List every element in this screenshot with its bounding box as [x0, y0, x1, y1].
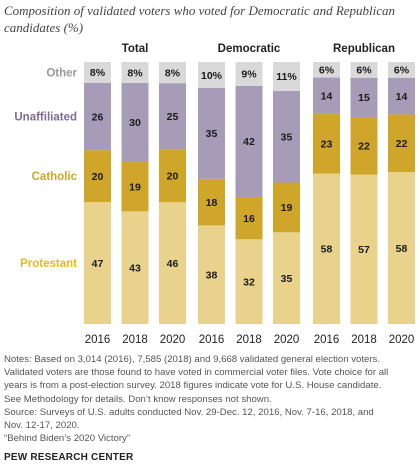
- value-label: 38: [206, 270, 218, 282]
- bar-segment-catholic: [159, 149, 186, 203]
- value-label: 15: [358, 92, 370, 104]
- bar-segment-unaffiliated: [198, 87, 225, 179]
- value-label: 20: [92, 171, 104, 183]
- x-tick-label: 2018: [236, 334, 262, 346]
- x-tick-label: 2016: [199, 334, 225, 346]
- x-tick-label: 2016: [314, 334, 340, 346]
- value-label: 57: [358, 244, 370, 256]
- x-tick-label: 2018: [122, 334, 148, 346]
- panel-heading-republican: Republican: [333, 43, 395, 55]
- value-label: 58: [396, 243, 408, 255]
- bar-segment-other: [313, 62, 340, 78]
- bar-segment-catholic: [121, 161, 149, 212]
- bar-segment-protestant: [313, 173, 340, 324]
- value-label: 25: [167, 111, 179, 123]
- value-label: 6%: [356, 65, 372, 77]
- value-label: 19: [281, 202, 293, 214]
- bar-segment-protestant: [235, 239, 263, 324]
- panel-heading-democratic: Democratic: [218, 43, 281, 55]
- x-tick-label: 2016: [85, 334, 111, 346]
- note-line: Source: Surveys of U.S. adults conducted…: [4, 406, 374, 418]
- bar-segment-protestant: [159, 202, 186, 324]
- panel-heading-total: Total: [122, 43, 149, 55]
- bar-segment-unaffiliated: [235, 85, 263, 197]
- value-label: 14: [396, 91, 408, 103]
- value-label: 22: [358, 141, 370, 153]
- bar-segment-protestant: [121, 211, 149, 324]
- bar-segment-protestant: [350, 174, 378, 324]
- value-label: 43: [129, 262, 141, 274]
- bar-segment-other: [84, 62, 111, 83]
- value-label: 46: [167, 258, 179, 270]
- bar-segment-other: [121, 62, 149, 83]
- legend-label-catholic: Catholic: [32, 171, 78, 183]
- bar-segment-unaffiliated: [121, 82, 149, 162]
- value-label: 6%: [319, 65, 335, 77]
- value-label: 35: [281, 273, 293, 285]
- source-label: PEW RESEARCH CENTER: [4, 452, 134, 463]
- legend-label-protestant: Protestant: [20, 258, 77, 270]
- value-label: 14: [321, 91, 333, 103]
- value-label: 58: [321, 244, 333, 256]
- x-tick-label: 2018: [351, 334, 377, 346]
- bar-segment-other: [198, 62, 225, 88]
- bar-segment-catholic: [198, 178, 225, 226]
- bar-segment-catholic: [350, 117, 378, 175]
- value-label: 18: [206, 197, 218, 209]
- bar-segment-unaffiliated: [313, 77, 340, 114]
- note-line: Notes: Based on 3,014 (2016), 7,585 (201…: [4, 354, 381, 365]
- bar-segment-unaffiliated: [350, 77, 378, 118]
- value-label: 26: [92, 111, 104, 123]
- bar-segment-catholic: [313, 113, 340, 174]
- bar-segment-catholic: [273, 182, 300, 233]
- bar-segment-unaffiliated: [84, 82, 111, 151]
- bar-segment-protestant: [198, 225, 225, 324]
- value-label: 35: [281, 131, 293, 143]
- bar-segment-catholic: [388, 114, 415, 173]
- value-label: 35: [206, 128, 218, 140]
- value-label: 20: [167, 171, 179, 183]
- bar-segment-unaffiliated: [159, 83, 186, 150]
- chart-title: Composition of validated voters who vote…: [4, 3, 396, 35]
- value-label: 16: [243, 213, 255, 225]
- note-line: years is from a post-election survey. 20…: [4, 380, 382, 392]
- value-label: 47: [92, 258, 104, 270]
- note-line: Nov. 12-17, 2020.: [4, 420, 80, 432]
- value-label: 8%: [127, 67, 143, 79]
- bar-segment-other: [159, 62, 186, 84]
- bar-segment-other: [273, 62, 300, 91]
- value-label: 19: [129, 181, 141, 193]
- bar-segment-other: [388, 62, 415, 78]
- legend-label-other: Other: [46, 67, 77, 79]
- value-label: 8%: [165, 67, 181, 79]
- value-label: 8%: [90, 67, 106, 79]
- bar-segment-protestant: [388, 172, 415, 324]
- x-tick-label: 2020: [274, 334, 300, 346]
- bar-segment-catholic: [235, 196, 263, 240]
- value-label: 42: [243, 136, 255, 148]
- bar-segment-unaffiliated: [388, 77, 415, 115]
- x-tick-label: 2020: [160, 334, 186, 346]
- bar-segment-other: [235, 62, 263, 86]
- legend-label-unaffiliated: Unaffiliated: [14, 111, 77, 123]
- value-label: 11%: [276, 71, 297, 83]
- bar-segment-protestant: [84, 202, 111, 324]
- bar-segment-catholic: [84, 150, 111, 203]
- value-label: 23: [321, 139, 333, 151]
- value-label: 9%: [241, 69, 257, 81]
- value-label: 32: [243, 276, 255, 288]
- value-label: 30: [129, 117, 141, 129]
- bar-segment-unaffiliated: [273, 90, 300, 183]
- bar-segment-protestant: [273, 232, 300, 324]
- value-label: 6%: [394, 65, 410, 77]
- note-line: See Methodology for details. Don’t know …: [4, 393, 272, 405]
- chart-notes: Notes: Based on 3,014 (2016), 7,585 (201…: [4, 353, 418, 445]
- note-line: Validated voters are those found to have…: [4, 367, 389, 379]
- value-label: 10%: [201, 70, 223, 82]
- bar-segment-other: [350, 62, 378, 78]
- stacked-bar-chart: Total 47 20 26 8% 2016 43 19 30 8% 2018 46 20 25 8% 202…: [14, 43, 415, 346]
- x-tick-label: 2020: [389, 334, 415, 346]
- note-line: “Behind Biden’s 2020 Victory”: [4, 433, 131, 445]
- value-label: 22: [396, 138, 408, 150]
